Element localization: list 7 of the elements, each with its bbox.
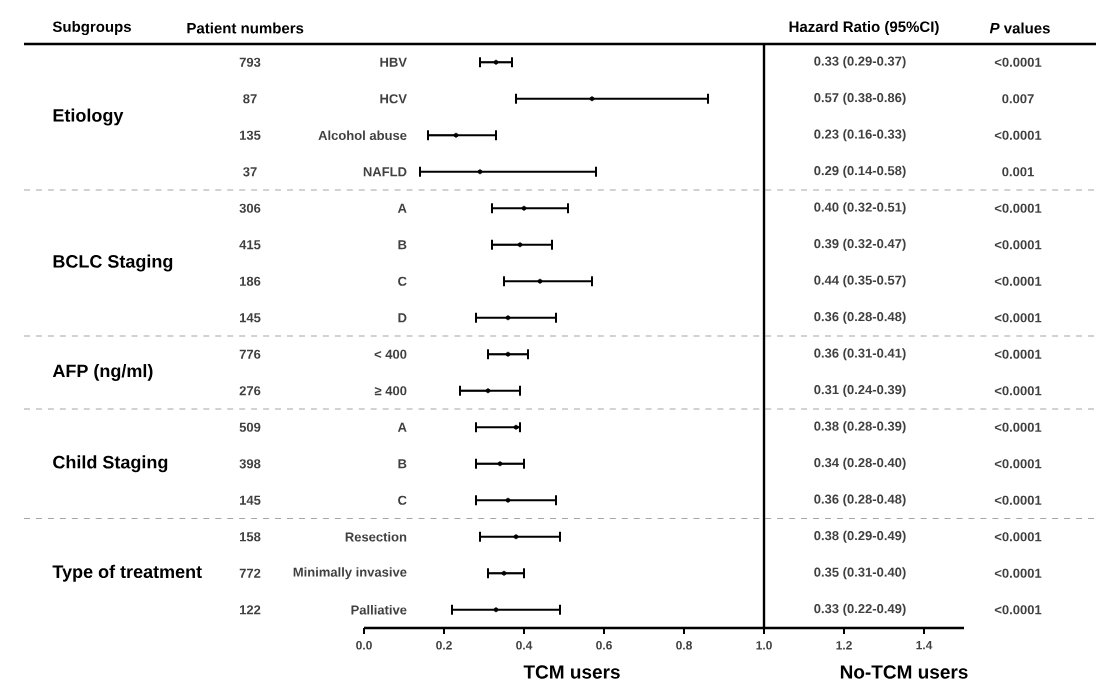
text: Etiology bbox=[53, 108, 124, 126]
text: AFP (ng/ml) bbox=[52, 364, 153, 381]
text: Child Staging bbox=[53, 455, 168, 473]
text: TCM users bbox=[523, 665, 620, 679]
text: No-TCM users bbox=[840, 665, 968, 679]
text: Type of treatment bbox=[52, 564, 202, 582]
text: BCLC Staging bbox=[53, 254, 173, 272]
